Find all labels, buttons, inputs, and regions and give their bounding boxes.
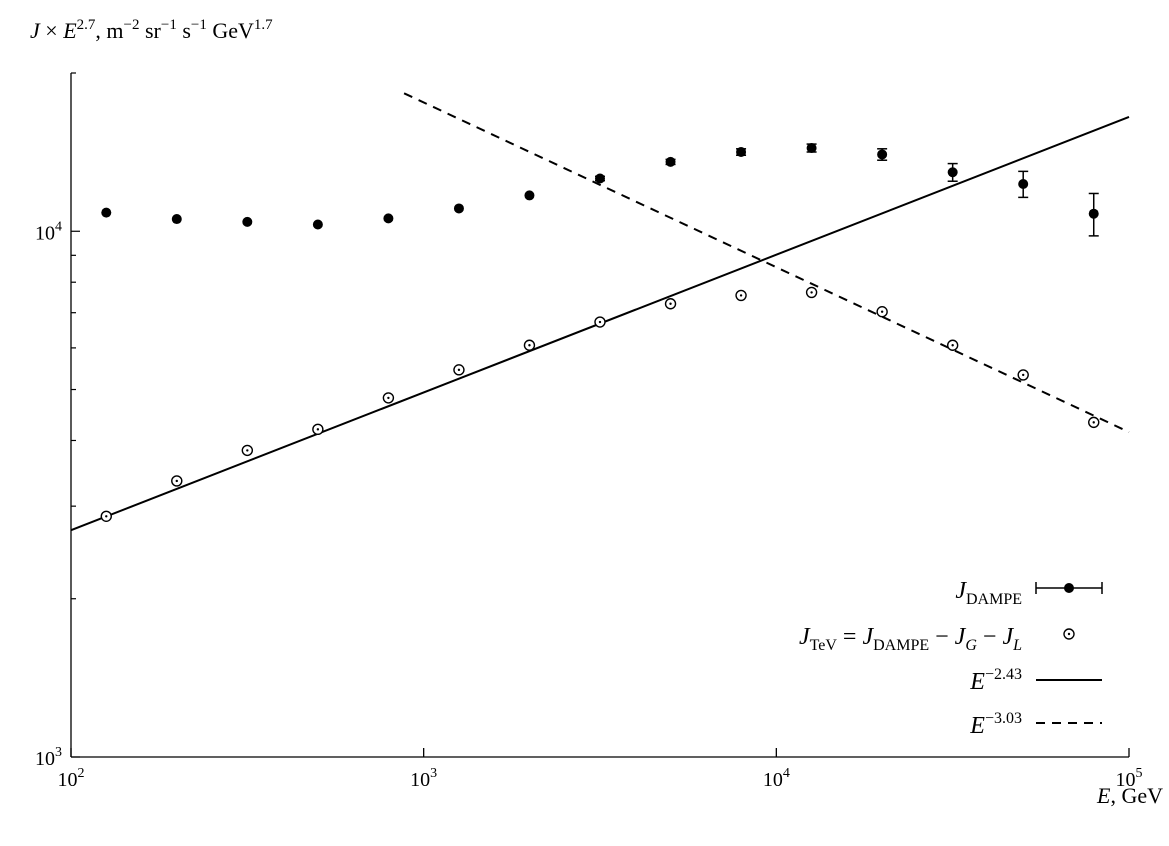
y-axis-label: J × E2.7, m−2 sr−1 s−1 GeV1.7	[30, 17, 273, 43]
x-tick-label: 102	[58, 766, 85, 791]
dampe-point	[1018, 170, 1029, 199]
tev-marker-dot	[951, 344, 954, 347]
tev-marker-dot	[1092, 421, 1095, 424]
dampe-marker	[171, 214, 182, 225]
x-label-e: E	[1096, 783, 1111, 808]
x-tick-label: 105	[1116, 766, 1143, 791]
tev-marker-dot	[1022, 373, 1025, 377]
legend-label-tev: JTeV = JDAMPE − JG − JL	[799, 624, 1022, 654]
tev-marker-dot	[316, 428, 320, 431]
tev-marker-dot	[387, 396, 390, 400]
dampe-marker	[665, 156, 676, 167]
y-tick-label: 103	[35, 745, 62, 770]
tev-points	[100, 286, 1100, 522]
dampe-point	[453, 203, 464, 214]
dampe-point	[947, 162, 958, 182]
dampe-marker	[312, 219, 323, 230]
dampe-marker	[242, 216, 253, 227]
y-label-gev-exp: 1.7	[254, 17, 273, 33]
y-label-times: ×	[40, 18, 63, 43]
tev-point	[382, 392, 395, 404]
legend-label-dampe: JDAMPE	[955, 578, 1022, 608]
y-label-unit-sr: sr	[139, 18, 161, 43]
dampe-marker	[1018, 178, 1029, 189]
y-label-e-exp: 2.7	[77, 17, 96, 33]
y-label-unit-m: , m	[95, 18, 123, 43]
tev-point	[664, 298, 677, 310]
dampe-point	[524, 190, 535, 201]
legend-label-fit-303: E−3.03	[969, 710, 1022, 739]
dampe-point	[594, 173, 605, 184]
tev-marker-dot	[528, 344, 531, 347]
dampe-point	[101, 207, 112, 218]
dampe-point	[806, 143, 817, 154]
dampe-marker	[877, 149, 888, 160]
dampe-marker	[594, 173, 605, 184]
tev-point	[876, 306, 888, 318]
dampe-marker	[947, 167, 958, 178]
tev-point	[453, 364, 465, 376]
tev-point	[594, 316, 606, 328]
dampe-marker	[101, 207, 112, 218]
dampe-point	[736, 147, 747, 158]
tev-point	[100, 510, 112, 522]
fit-lines	[70, 92, 1130, 532]
dampe-point	[312, 219, 323, 230]
dampe-point	[877, 148, 888, 161]
dampe-marker	[806, 143, 817, 154]
dampe-point	[383, 213, 394, 224]
dampe-points	[101, 143, 1099, 237]
tev-marker-dot	[739, 294, 743, 297]
dampe-marker	[453, 203, 464, 214]
tev-point	[241, 444, 254, 457]
dampe-point	[1088, 192, 1099, 237]
tev-point	[946, 339, 959, 351]
tev-point	[171, 475, 183, 487]
dampe-marker	[736, 147, 747, 158]
tev-marker-dot	[175, 479, 178, 483]
y-label-e: E	[62, 18, 77, 43]
dampe-marker	[524, 190, 535, 201]
tev-marker-dot	[669, 302, 672, 305]
tev-marker-dot	[880, 310, 884, 313]
x-axis-label: E, GeV	[1096, 783, 1163, 808]
legend-symbol-tev	[1063, 628, 1075, 640]
tev-point	[312, 423, 324, 436]
dampe-point	[171, 214, 182, 225]
tev-marker-dot	[246, 449, 249, 452]
y-label-unit-gev: GeV	[207, 18, 254, 43]
tev-point	[1088, 416, 1100, 429]
tev-marker-dot	[457, 368, 461, 372]
tev-point	[1017, 369, 1029, 381]
dampe-marker	[1088, 208, 1099, 219]
tev-marker-dot	[810, 291, 813, 294]
dampe-point	[665, 156, 676, 167]
legend-symbol-dampe	[1035, 582, 1103, 594]
tev-marker-dot	[105, 515, 108, 518]
x-tick-label: 104	[763, 766, 790, 791]
legend: JDAMPE JTeV = JDAMPE − JG − JL E−2.43 E−…	[799, 578, 1103, 739]
legend-label-fit-243: E−2.43	[969, 666, 1022, 695]
y-label-j: J	[30, 18, 41, 43]
fit-line-fit_303	[403, 92, 1130, 433]
tev-point	[523, 339, 536, 351]
dampe-point	[242, 216, 253, 227]
x-tick-label: 103	[410, 766, 437, 791]
tev-point	[735, 289, 747, 302]
y-label-m-exp: −2	[124, 17, 140, 33]
dampe-marker	[383, 213, 394, 224]
x-label-unit: , GeV	[1110, 783, 1163, 808]
y-label-sr-exp: −1	[161, 17, 177, 33]
y-label-s-exp: −1	[191, 17, 207, 33]
y-ticks: 103 104	[35, 72, 80, 770]
tev-point	[805, 286, 818, 299]
x-ticks: 102 103 104 105	[58, 748, 1143, 791]
y-label-unit-s: s	[177, 18, 191, 43]
axes	[70, 73, 1129, 758]
tev-marker-dot	[598, 320, 602, 324]
y-tick-label: 104	[35, 219, 62, 244]
